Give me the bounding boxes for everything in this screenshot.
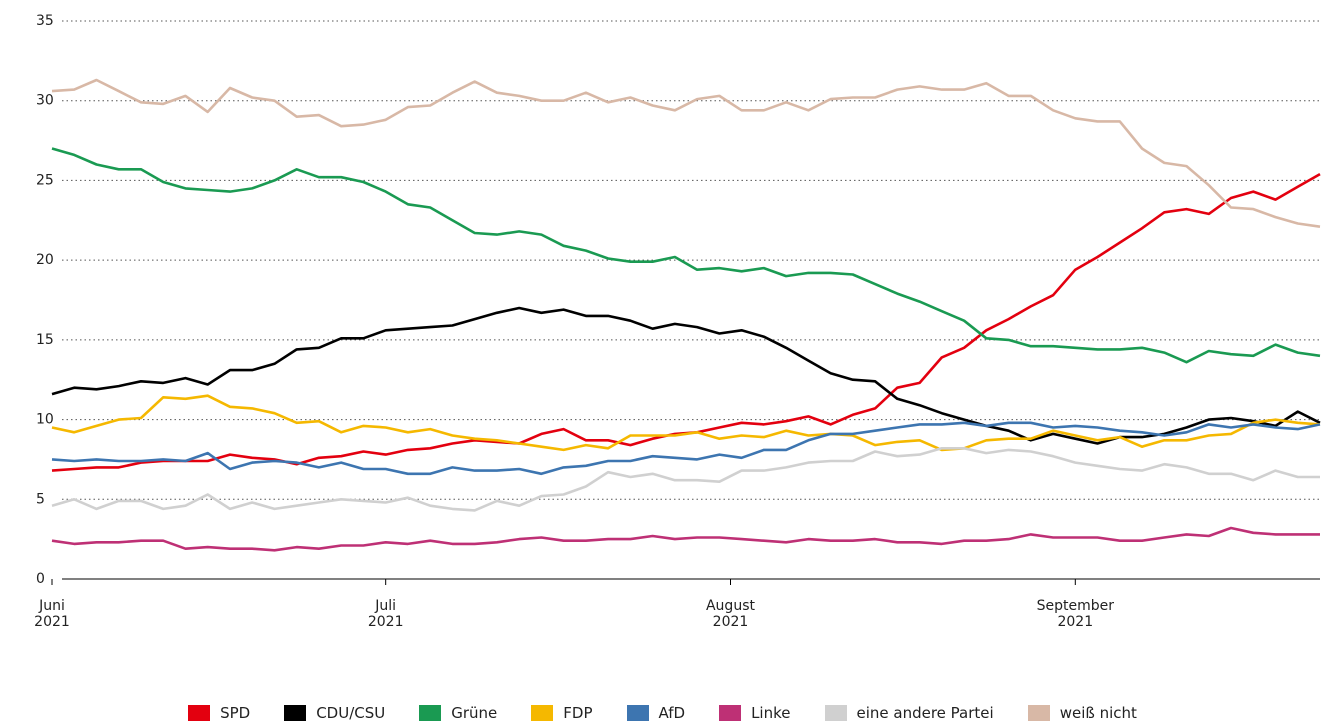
- legend-label: weiß nicht: [1059, 704, 1137, 722]
- legend-label: SPD: [220, 704, 251, 722]
- y-tick-label: 5: [36, 491, 45, 507]
- x-tick-label: August 2021: [705, 598, 755, 630]
- line-series: [51, 78, 1321, 228]
- legend-swatch: [284, 705, 307, 721]
- legend-swatch: [531, 705, 554, 721]
- legend-label: AfD: [658, 704, 686, 722]
- x-tick-label: September 2021: [1036, 598, 1114, 630]
- y-tick-label: 25: [36, 172, 54, 188]
- legend-label: Grüne: [451, 704, 498, 722]
- y-tick-label: 15: [36, 332, 54, 348]
- legend: SPD CDU/CSU Grüne FDP AfD Linke eine andere Pa…: [0, 704, 1325, 722]
- line-series: [51, 526, 1320, 552]
- legend-swatch: [1027, 705, 1050, 721]
- legend-label: CDU/CSU: [316, 704, 386, 722]
- legend-item: FDP: [531, 704, 593, 722]
- line-series: [51, 394, 1321, 452]
- legend-item: SPD: [188, 704, 250, 722]
- y-tick-label: 20: [36, 252, 54, 268]
- line-series: [51, 147, 1321, 364]
- y-tick-label: 0: [36, 571, 45, 587]
- line-series: [51, 447, 1320, 512]
- legend-item: Grüne: [419, 704, 497, 722]
- legend-item: CDU/CSU: [284, 704, 385, 722]
- x-tick-label: Juni 2021: [34, 598, 70, 630]
- y-tick-label: 10: [36, 412, 54, 428]
- x-tick-label: Juli 2021: [367, 598, 404, 630]
- legend-label: FDP: [563, 704, 593, 722]
- legend-swatch: [419, 705, 442, 721]
- legend-swatch: [824, 705, 847, 721]
- legend-item: AfD: [626, 704, 686, 722]
- y-tick-label: 30: [36, 93, 54, 109]
- line-series: [51, 306, 1321, 445]
- line-series: [51, 172, 1321, 472]
- line-series: [51, 421, 1321, 476]
- legend-label: eine andere Partei: [856, 704, 994, 722]
- legend-swatch: [719, 705, 742, 721]
- legend-item: Linke: [719, 704, 791, 722]
- y-tick-label: 35: [36, 13, 54, 29]
- legend-item: eine andere Partei: [824, 704, 994, 722]
- legend-item: weiß nicht: [1027, 704, 1137, 722]
- legend-label: Linke: [751, 704, 791, 722]
- legend-swatch: [188, 705, 211, 721]
- legend-swatch: [626, 705, 649, 721]
